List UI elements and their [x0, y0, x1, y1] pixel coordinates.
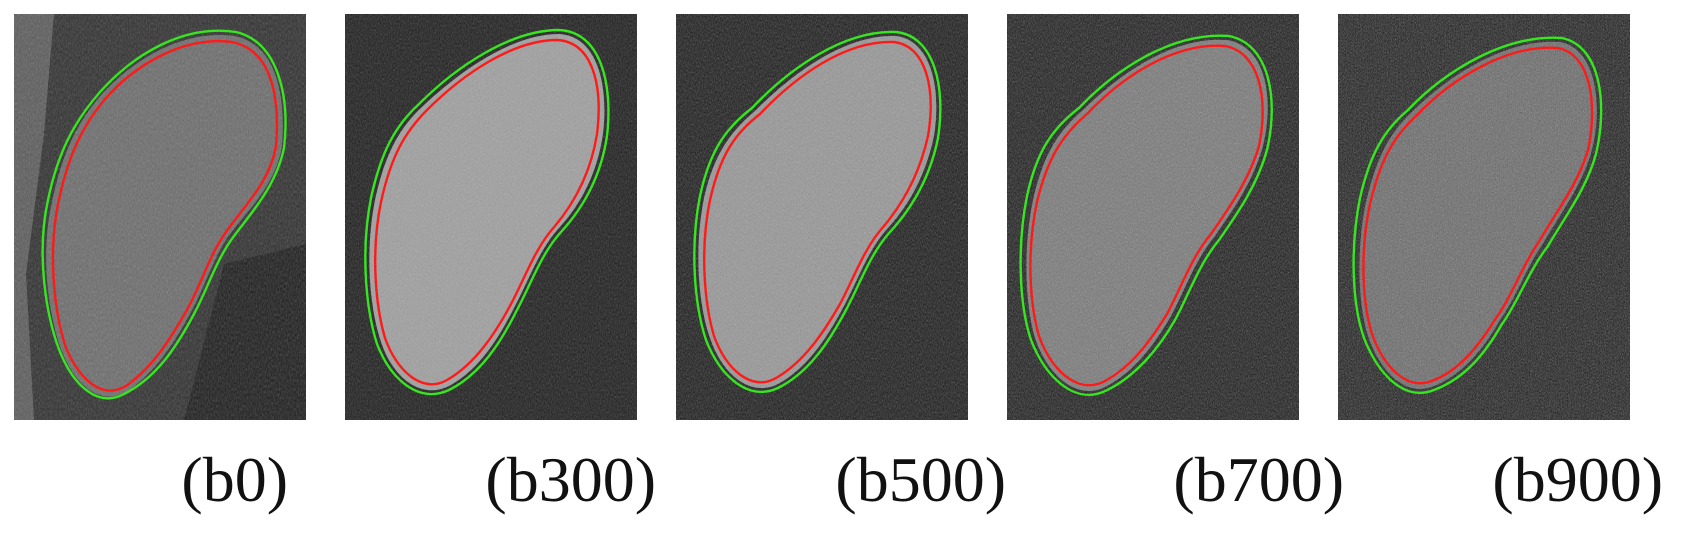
mri-panel-b0	[14, 14, 306, 420]
mri-image-b500	[676, 14, 968, 420]
caption-b700: (b700)	[1173, 444, 1344, 515]
mri-panel-b300	[345, 14, 637, 420]
caption-b0: (b0)	[181, 444, 288, 515]
red-contour	[374, 38, 600, 386]
mri-panel-b700	[1007, 14, 1299, 420]
mri-image-b300	[345, 14, 637, 420]
red-contour	[703, 40, 932, 384]
caption-b900: (b900)	[1492, 444, 1663, 515]
red-contour	[1029, 44, 1264, 387]
green-contour	[41, 29, 287, 400]
green-contour	[1352, 36, 1603, 394]
red-contour	[51, 39, 279, 392]
caption-b500: (b500)	[835, 444, 1006, 515]
green-contour	[364, 28, 610, 396]
mri-panel-b900	[1338, 14, 1630, 420]
mri-image-b900	[1338, 14, 1630, 420]
green-contour	[1019, 34, 1273, 396]
image-texture	[14, 14, 306, 420]
green-contour	[693, 30, 942, 394]
mri-image-b0	[14, 14, 306, 420]
mri-panel-b500	[676, 14, 968, 420]
red-contour	[1362, 46, 1594, 385]
caption-b300: (b300)	[485, 444, 656, 515]
image-texture	[676, 14, 968, 420]
mri-image-b700	[1007, 14, 1299, 420]
